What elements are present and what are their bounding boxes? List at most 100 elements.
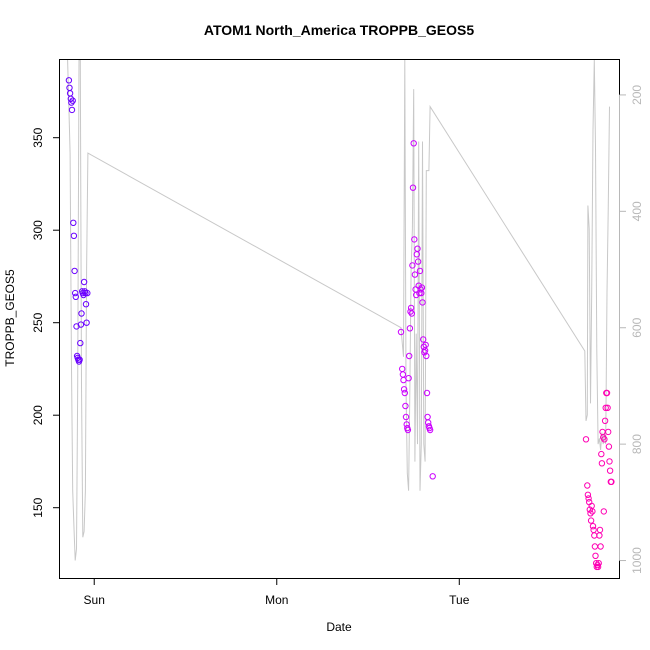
x-tick-label: Tue (449, 593, 470, 607)
scatter-point (405, 375, 412, 382)
scatter-point (82, 289, 89, 297)
scatter-point (593, 560, 600, 567)
scatter-point (584, 491, 592, 498)
scatter-point (80, 291, 87, 299)
scatter-point (416, 289, 423, 297)
scatter-point (597, 543, 604, 550)
scatter-point (426, 426, 434, 434)
scatter-point (587, 517, 595, 524)
scatter-point (414, 258, 422, 265)
scatter-point (584, 482, 591, 489)
scatter-point (596, 532, 603, 539)
axes-layer: 150 200 250 300 350 200 400 600 800 1000 Sun Mon Tue (31, 85, 644, 607)
scatter-point (418, 284, 426, 291)
scatter-point (606, 467, 614, 474)
scatter-point (404, 426, 412, 434)
scatter-point (80, 278, 88, 286)
scatter-point (601, 417, 609, 424)
right-y-tick-label: 600 (630, 317, 644, 337)
scatter-point (411, 236, 418, 243)
scatter-point (72, 293, 80, 300)
y-tick-label: 300 (31, 220, 45, 240)
scatter-point (590, 526, 597, 534)
scatter-point (401, 389, 408, 397)
scatter-point (603, 389, 611, 397)
scatter-point (71, 267, 78, 275)
scatter-point (409, 184, 417, 191)
scatter-point (68, 106, 76, 114)
y-tick-label: 150 (31, 497, 45, 517)
y-tick-label: 200 (31, 405, 45, 425)
scatter-point (414, 245, 421, 252)
scatter-point (78, 310, 85, 317)
scatter-point (606, 458, 613, 465)
scatter-point (77, 339, 84, 347)
scatter-point (591, 543, 599, 550)
y-tick-label: 350 (31, 127, 45, 147)
x-axis-label: Date (326, 620, 352, 634)
scatter-point (596, 526, 604, 534)
scatter-point (589, 523, 597, 530)
scatter-point (592, 552, 599, 559)
right-y-tick-label: 1000 (630, 547, 644, 574)
scatter-point (419, 299, 426, 306)
scatter-point (604, 404, 611, 411)
x-tick-label: Mon (265, 593, 288, 607)
scatter-point (70, 232, 78, 240)
scatter-point (429, 473, 436, 480)
scatter-point (415, 282, 422, 289)
scatter-point (66, 84, 73, 92)
scatter-point (406, 325, 414, 332)
scatter-point (601, 436, 608, 443)
scatter-point (402, 413, 410, 421)
scatter-point (76, 356, 83, 363)
scatter-point (400, 386, 408, 393)
right-y-tick-label: 400 (630, 201, 644, 221)
chart-title: ATOM1 North_America TROPPB_GEOS5 (204, 22, 474, 38)
scatter-point (402, 402, 409, 410)
scatter-point (417, 286, 424, 293)
scatter-point (423, 389, 431, 397)
scatter-point (585, 495, 592, 502)
y-tick-label: 250 (31, 312, 45, 332)
scatter-point (399, 371, 407, 378)
scatter-point (605, 428, 612, 436)
scatter-point (582, 436, 590, 443)
scatter-point (591, 532, 598, 539)
y-axis-label: TROPPB_GEOS5 (3, 269, 17, 367)
scatter-point (72, 289, 79, 297)
scatter-point (67, 95, 75, 103)
scatter-points-layer (65, 77, 615, 571)
scatter-point (420, 336, 427, 343)
line-series-layer (67, 60, 610, 561)
scatter-point (82, 301, 90, 308)
scatter-point (65, 77, 73, 84)
scatter-point (69, 97, 76, 104)
right-y-tick-label: 200 (630, 85, 644, 105)
line-series (67, 60, 610, 561)
right-y-tick-label: 800 (630, 434, 644, 454)
plot-frame (59, 59, 620, 579)
scatter-point (411, 271, 419, 278)
scatter-point (406, 352, 413, 360)
scatter-point (77, 321, 85, 328)
scatter-point (423, 352, 430, 360)
scatter-point (70, 219, 77, 227)
scatter-point (408, 310, 415, 317)
x-tick-label: Sun (84, 593, 105, 607)
scatter-point (602, 404, 609, 411)
scatter-point (600, 508, 607, 515)
scatter-point (399, 365, 406, 373)
scatter-point (84, 289, 91, 297)
scatter-point (605, 443, 613, 450)
scatter-point (587, 510, 594, 517)
scatter-point (594, 563, 602, 571)
scatter-point (83, 319, 90, 326)
scatter-point (595, 560, 602, 567)
scatter-point (416, 267, 424, 275)
scatter-point (598, 460, 606, 467)
scatter-point (589, 508, 596, 515)
scatter-point (608, 478, 615, 485)
scatter-point (422, 341, 429, 349)
